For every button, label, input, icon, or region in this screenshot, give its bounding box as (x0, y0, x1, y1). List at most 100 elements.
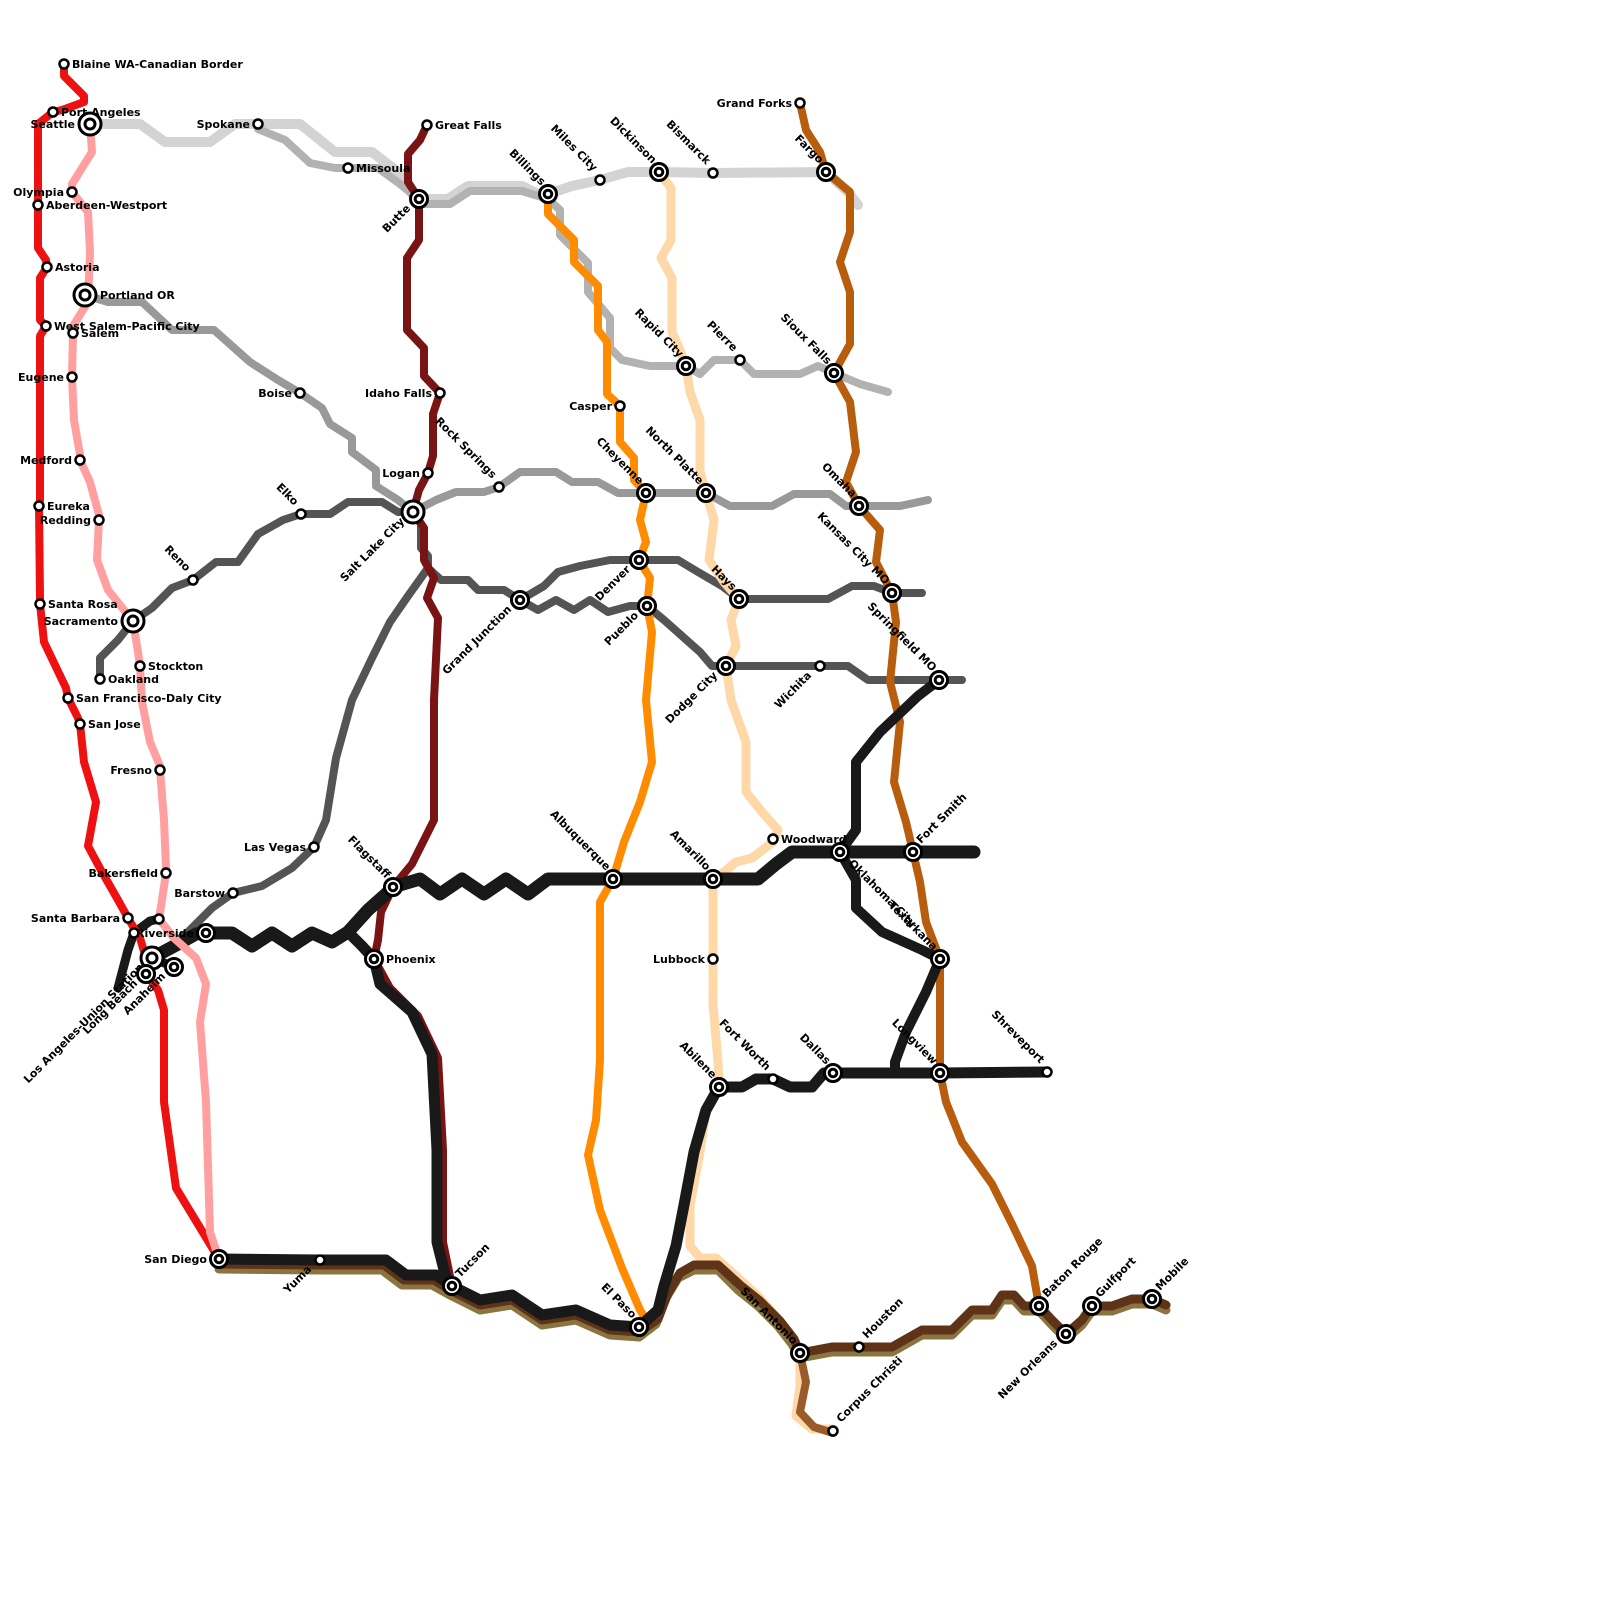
station-marker-inner (406, 505, 420, 519)
station-marker (707, 953, 719, 965)
station-marker (154, 764, 166, 776)
station-label-santa-rosa: Santa Rosa (48, 598, 118, 611)
station-marker-inner (83, 117, 97, 131)
station-label-las-vegas: Las Vegas (244, 841, 306, 854)
station-las-vegas: Las Vegas (244, 841, 320, 854)
station-marker (614, 400, 626, 412)
station-label-logan: Logan (382, 467, 420, 480)
station-label-blaine: Blaine WA-Canadian Border (72, 58, 243, 71)
station-label-great-falls: Great Falls (435, 119, 502, 132)
station-marker (1041, 1066, 1053, 1078)
station-fresno: Fresno (110, 764, 166, 777)
station-woodward: Woodward (767, 833, 847, 846)
station-marker (814, 660, 826, 672)
station-marker (252, 118, 264, 130)
station-label-barstow: Barstow (174, 887, 225, 900)
station-marker-inner (680, 360, 692, 372)
station-marker (227, 887, 239, 899)
station-label-bakersfield: Bakersfield (88, 867, 158, 880)
station-marker (66, 186, 78, 198)
station-missoula: Missoula (342, 162, 410, 175)
route-line-portland-omaha (81, 291, 932, 516)
station-logan: Logan (382, 467, 434, 480)
station-lubbock: Lubbock (653, 953, 719, 966)
station-marker (32, 199, 44, 211)
station-marker-inner (213, 1253, 225, 1265)
station-marker-inner (707, 873, 719, 885)
station-marker-inner (653, 166, 665, 178)
station-marker-inner (368, 953, 380, 965)
route-line-gj-denver (516, 556, 643, 604)
station-marker (187, 574, 199, 586)
station-redding: Redding (40, 514, 105, 527)
station-marker-inner (827, 1067, 839, 1079)
station-marker-inner (633, 1321, 645, 1333)
route-line-black-okc-texarkana (835, 847, 945, 1078)
station-marker (62, 692, 74, 704)
station-marker (342, 162, 354, 174)
station-marker (434, 387, 446, 399)
station-marker (734, 354, 746, 366)
station-aberdeen-westport: Aberdeen-Westport (32, 199, 167, 212)
station-marker (74, 718, 86, 730)
station-marker-inner (1060, 1328, 1072, 1340)
route-lines (34, 60, 1171, 1437)
station-label-west-salem: West Salem-Pacific City (54, 320, 200, 333)
station-marker (767, 833, 779, 845)
station-marker-inner (713, 1081, 725, 1093)
station-label-stockton: Stockton (148, 660, 203, 673)
route-line-gj-pueblo-springfield (516, 596, 966, 684)
station-marker (794, 97, 806, 109)
route-line-black-texas (633, 1066, 1053, 1333)
station-olympia: Olympia (13, 186, 78, 199)
station-label-eugene: Eugene (18, 371, 64, 384)
station-marker (74, 454, 86, 466)
station-la-stop-1 (128, 927, 140, 939)
station-oakland: Oakland (94, 673, 159, 686)
station-santa-rosa: Santa Rosa (34, 598, 118, 611)
station-marker-inner (1033, 1300, 1045, 1312)
station-marker-inner (200, 927, 212, 939)
station-marker-inner (542, 188, 554, 200)
station-san-diego: San Diego (144, 1249, 229, 1269)
station-label-riverside: Riverside (136, 927, 194, 940)
station-marker-inner (700, 487, 712, 499)
route-line-orange-line (544, 190, 656, 1322)
station-blaine: Blaine WA-Canadian Border (58, 58, 243, 71)
station-marker-inner (446, 1280, 458, 1292)
station-marker (58, 58, 70, 70)
station-marker-inner (387, 881, 399, 893)
station-marker (422, 467, 434, 479)
station-marker (767, 1073, 779, 1085)
station-marker (421, 119, 433, 131)
station-label-spokane: Spokane (197, 118, 250, 131)
station-marker (594, 174, 606, 186)
station-bakersfield: Bakersfield (88, 867, 172, 880)
station-marker-inner (168, 961, 180, 973)
station-marker-inner (140, 968, 152, 980)
station-label-astoria: Astoria (55, 261, 100, 274)
station-salem: Salem (67, 327, 119, 340)
station-barstow: Barstow (174, 887, 239, 900)
station-label-lubbock: Lubbock (653, 953, 706, 966)
station-marker-inner (933, 674, 945, 686)
station-marker (122, 912, 134, 924)
station-marker (314, 1254, 326, 1266)
station-marker-inner (126, 614, 140, 628)
station-seattle: Seattle (30, 111, 103, 137)
station-marker-inner (828, 367, 840, 379)
station-marker-inner (733, 593, 745, 605)
station-marker-inner (514, 594, 526, 606)
station-label-san-jose: San Jose (88, 718, 141, 731)
station-label-santa-barbara: Santa Barbara (31, 912, 120, 925)
station-label-eureka: Eureka (47, 500, 90, 513)
station-marker-inner (633, 554, 645, 566)
station-marker-inner (607, 873, 619, 885)
route-line-missoula-rapid-city (254, 125, 892, 396)
route-line-black-main-la-fort-smith (145, 845, 981, 965)
station-marker-inner (145, 951, 159, 965)
station-marker-inner (934, 953, 946, 965)
